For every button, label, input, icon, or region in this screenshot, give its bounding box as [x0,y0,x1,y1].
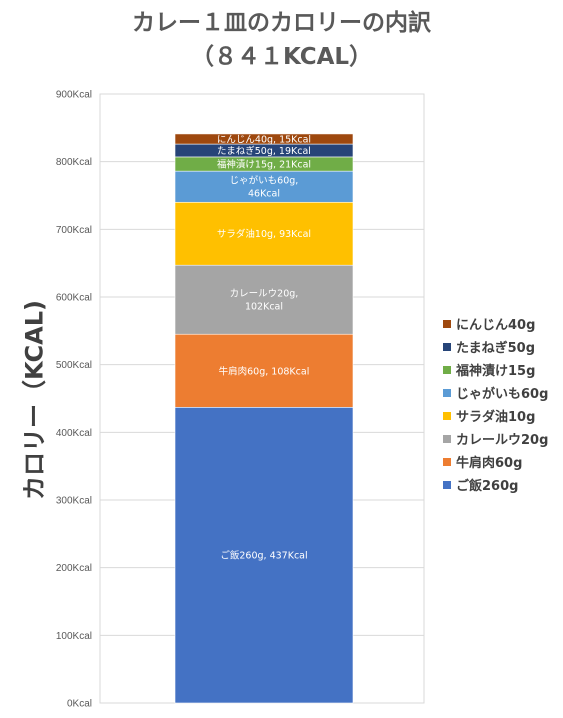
legend-label: 福神漬け15g [456,364,536,379]
bar-segment [174,133,354,145]
y-tick-label: 600Kcal [56,293,92,304]
legend-swatch [443,457,451,466]
y-tick-label: 500Kcal [56,360,92,371]
data-label: にんじん40g, 15Kcal [217,134,311,145]
bar-segment [174,264,354,335]
bar-segment [174,333,354,408]
y-tick-label: 400Kcal [56,428,92,439]
data-label: 102Kcal [245,302,283,313]
legend-item: ご飯260g [443,473,548,496]
data-label: 46Kcal [248,189,280,200]
y-tick-label: 900Kcal [56,90,92,101]
y-tick-label: 800Kcal [56,157,92,168]
legend-label: にんじん40g [456,318,536,333]
legend-swatch [443,388,451,397]
legend-item: サラダ油10g [443,404,548,427]
legend: にんじん40g たまねぎ50g 福神漬け15g じゃがいも60g サラダ油10g カレール… [443,312,548,496]
data-label: たまねぎ50g, 19Kcal [217,145,311,157]
legend-item: カレールウ20g [443,427,548,450]
bar-segment [174,406,354,704]
data-label: カレールウ20g, [230,289,299,300]
y-tick-label: 0Kcal [67,699,92,710]
y-tick-label: 700Kcal [56,225,92,236]
data-label: ご飯260g, 437Kcal [220,550,307,562]
chart-title: カレー１皿のカロリーの内訳 （８４１KCAL） [0,6,563,74]
chart-title-line-2: （８４１KCAL） [190,44,373,70]
legend-swatch [443,480,451,489]
legend-label: じゃがいも60g [456,387,549,402]
data-label: 福神漬け15g, 21Kcal [217,159,311,171]
legend-item: にんじん40g [443,312,548,335]
data-label: じゃがいも60g, [230,175,299,187]
y-tick-label: 200Kcal [56,563,92,574]
legend-label: ご飯260g [456,479,519,494]
legend-label: サラダ油10g [456,410,536,425]
legend-swatch [443,434,451,443]
legend-label: たまねぎ50g [456,341,536,356]
chart-title-line-1: カレー１皿のカロリーの内訳 [132,10,431,36]
legend-item: 牛肩肉60g [443,450,548,473]
legend-item: じゃがいも60g [443,381,548,404]
legend-swatch [443,365,451,374]
data-label: 牛肩肉60g, 108Kcal [219,365,310,377]
legend-label: 牛肩肉60g [456,456,523,471]
legend-swatch [443,319,451,328]
y-tick-label: 300Kcal [56,496,92,507]
legend-item: 福神漬け15g [443,358,548,381]
legend-swatch [443,342,451,351]
bar-segment [174,170,354,203]
bar-segment [174,201,354,266]
data-label: サラダ油10g, 93Kcal [217,228,311,240]
y-tick-label: 100Kcal [56,631,92,642]
legend-item: たまねぎ50g [443,335,548,358]
legend-label: カレールウ20g [456,433,549,448]
legend-swatch [443,411,451,420]
